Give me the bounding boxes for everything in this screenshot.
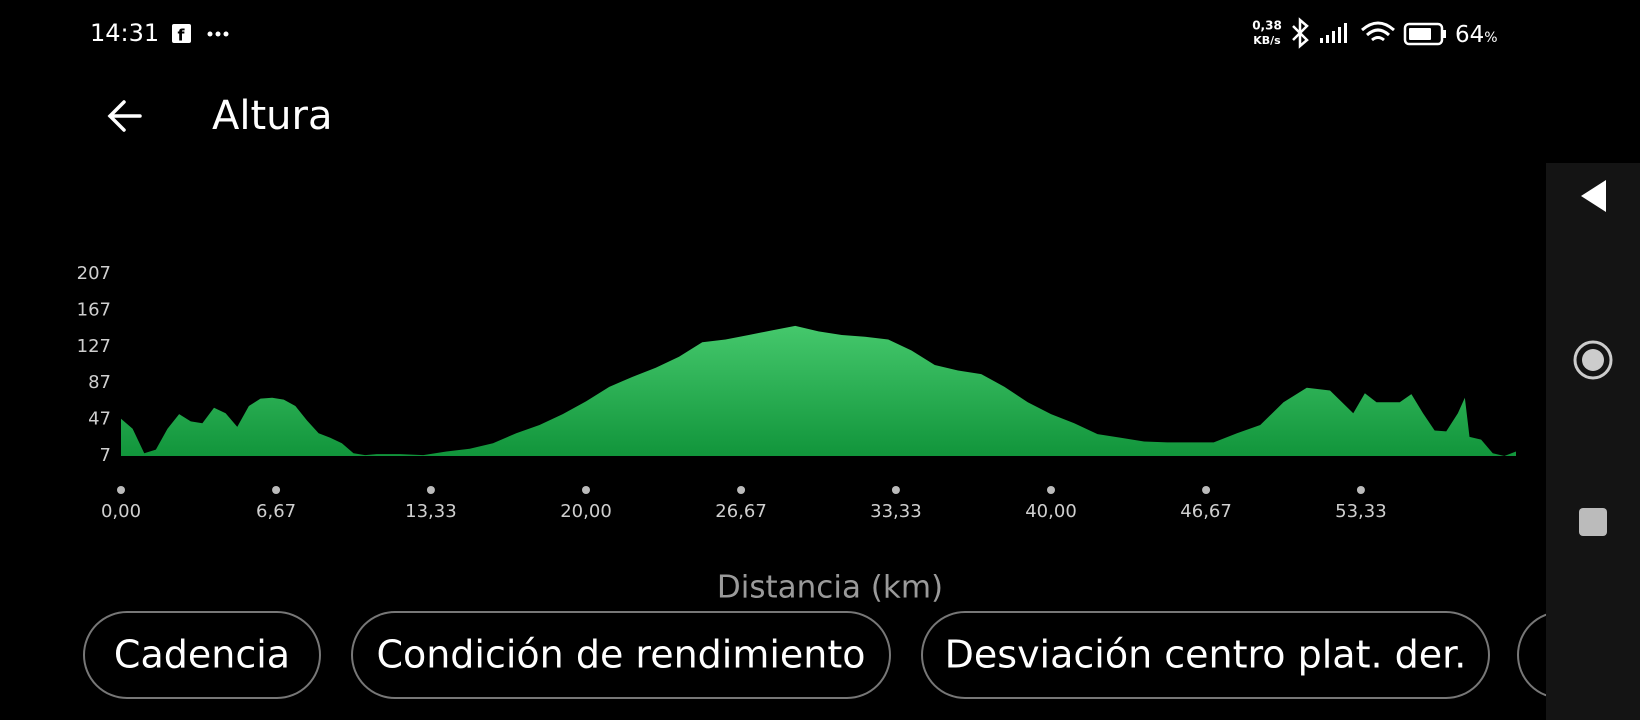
signal-icon (1320, 23, 1347, 43)
net-unit: KB/s (1253, 34, 1281, 47)
y-tick-label: 167 (77, 299, 111, 320)
page-title: Altura (212, 93, 332, 139)
facebook-glyph: f (178, 26, 186, 45)
x-tick-dot (117, 486, 125, 494)
y-tick-label: 127 (77, 336, 111, 357)
chips: Cadencia Condición de rendimiento Desviaci… (83, 611, 1490, 699)
x-tick-dot (737, 486, 746, 494)
wifi-icon (1361, 21, 1395, 42)
x-tick-label: 13,33 (405, 501, 457, 522)
x-tick-dot (1356, 486, 1365, 494)
chip[interactable] (83, 611, 321, 699)
chip[interactable] (921, 611, 1490, 699)
y-tick-label: 7 (100, 445, 111, 466)
chip-label[interactable]: Desviación centro plat. der. (945, 633, 1467, 677)
battery-unit: % (1484, 30, 1497, 46)
x-tick-label: 26,67 (715, 501, 767, 522)
more-icon (207, 31, 229, 37)
y-tick-label: 47 (88, 409, 111, 430)
x-tick-dot (272, 486, 281, 494)
x-tick-label: 0,00 (101, 501, 141, 522)
elevation-area (121, 325, 1516, 456)
x-tick-label: 20,00 (560, 501, 612, 522)
y-tick-label: 87 (88, 372, 111, 393)
nav-back[interactable] (1581, 180, 1606, 212)
battery-tip (1443, 30, 1446, 38)
x-tick-dot (1202, 486, 1211, 494)
y-tick-label: 207 (77, 263, 111, 284)
back-arrow[interactable] (107, 100, 142, 132)
x-tick-dot (426, 486, 435, 494)
x-tick-label: 33,33 (870, 501, 922, 522)
x-tick-label: 46,67 (1180, 501, 1232, 522)
chip[interactable] (351, 611, 891, 699)
chip-label[interactable]: Cadencia (114, 633, 290, 677)
x-tick-dot (891, 486, 900, 494)
nav-bar-cover (1546, 600, 1640, 720)
battery-percent: 64% (1455, 22, 1498, 48)
x-tick-dot (1047, 486, 1055, 494)
x-tick-label: 6,67 (256, 501, 296, 522)
battery-level (1409, 28, 1431, 40)
x-tick-label: 40,00 (1025, 501, 1077, 522)
bluetooth-icon (1292, 17, 1309, 49)
battery-icon (1403, 22, 1444, 46)
nav-recents[interactable] (1579, 508, 1607, 536)
nav-home[interactable] (1573, 340, 1613, 380)
battery-value: 64 (1455, 22, 1484, 48)
back-button[interactable] (95, 90, 155, 146)
x-axis-title: Distancia (km) (717, 570, 943, 606)
back-hit[interactable] (95, 90, 155, 146)
chip-label[interactable]: Condición de rendimiento (376, 633, 865, 677)
chart: 7 47 87 127 167 207 0,00 6,67 13,33 20,00 26,67 33,… (77, 263, 1516, 522)
net-speed: 0,38 (1252, 19, 1282, 33)
x-tick-dot (582, 486, 590, 494)
clock: 14:31 (90, 19, 159, 47)
facebook-icon (172, 24, 191, 43)
x-tick-label: 53,33 (1335, 501, 1387, 522)
